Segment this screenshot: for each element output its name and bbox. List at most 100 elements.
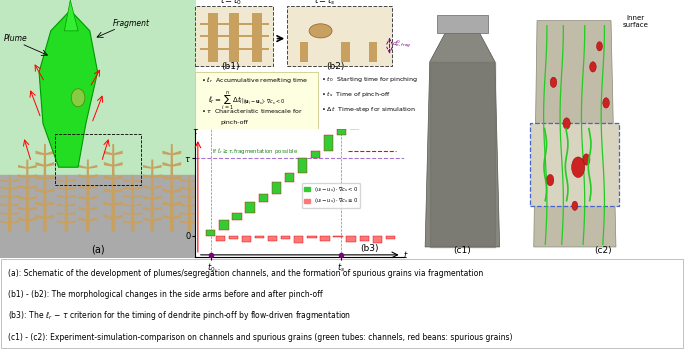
Text: Plume: Plume xyxy=(4,34,27,43)
Text: $\bullet$ $\ell_r$  Accumulative remelting time: $\bullet$ $\ell_r$ Accumulative remeltin… xyxy=(201,75,308,85)
Polygon shape xyxy=(1,195,9,198)
Polygon shape xyxy=(114,162,123,167)
Bar xyxy=(347,236,356,242)
Polygon shape xyxy=(134,179,142,182)
Polygon shape xyxy=(173,201,181,206)
Polygon shape xyxy=(190,195,199,198)
Polygon shape xyxy=(43,144,47,232)
Bar xyxy=(55,134,140,185)
Bar xyxy=(298,159,307,173)
Polygon shape xyxy=(39,10,97,167)
Polygon shape xyxy=(67,195,76,198)
Circle shape xyxy=(603,98,610,108)
Polygon shape xyxy=(188,175,191,232)
Bar xyxy=(216,236,225,240)
Polygon shape xyxy=(134,195,142,198)
Text: $\bullet$ $t_s$  Time of pinch-off: $\bullet$ $t_s$ Time of pinch-off xyxy=(321,90,390,99)
Polygon shape xyxy=(114,150,123,155)
Polygon shape xyxy=(28,196,37,200)
Polygon shape xyxy=(57,220,66,224)
Bar xyxy=(363,120,372,125)
Bar xyxy=(221,48,229,49)
Polygon shape xyxy=(28,165,37,169)
Bar xyxy=(373,236,382,243)
Polygon shape xyxy=(180,203,188,206)
Polygon shape xyxy=(1,179,9,182)
Polygon shape xyxy=(173,162,181,167)
Polygon shape xyxy=(190,187,199,190)
Polygon shape xyxy=(162,188,171,193)
Text: pinch-off: pinch-off xyxy=(221,120,248,125)
Text: $t = t_0$: $t = t_0$ xyxy=(220,0,242,7)
Polygon shape xyxy=(104,175,112,180)
Polygon shape xyxy=(11,220,19,224)
Bar xyxy=(239,35,247,37)
Bar xyxy=(334,236,342,237)
Text: If $\ell_r \geq \tau$,fragmentation possible: If $\ell_r \geq \tau$,fragmentation poss… xyxy=(212,146,299,156)
Text: (c1) - (c2): Experiment-simulation-comparison on channels and spurious grains (g: (c1) - (c2): Experiment-simulation-compa… xyxy=(8,334,512,342)
Polygon shape xyxy=(79,217,87,221)
Polygon shape xyxy=(123,195,132,198)
Polygon shape xyxy=(79,206,87,210)
Polygon shape xyxy=(67,179,76,182)
Text: $\tau$: $\tau$ xyxy=(192,127,199,136)
Polygon shape xyxy=(190,220,199,224)
Bar xyxy=(245,202,255,213)
Polygon shape xyxy=(123,179,132,182)
Circle shape xyxy=(71,89,85,107)
Text: $t = t_s$: $t = t_s$ xyxy=(314,0,336,7)
Bar xyxy=(206,230,216,236)
Polygon shape xyxy=(28,217,37,221)
Bar xyxy=(232,213,242,220)
Polygon shape xyxy=(36,162,44,167)
Polygon shape xyxy=(57,179,66,182)
Polygon shape xyxy=(180,195,188,198)
Legend: $(u_l - u_s) \cdot \nabla c_s < 0$, $(u_l - u_s) \cdot \nabla c_s \geq 0$: $(u_l - u_s) \cdot \nabla c_s < 0$, $(u_… xyxy=(302,183,360,208)
Polygon shape xyxy=(123,212,132,215)
Bar xyxy=(255,236,264,238)
Bar xyxy=(360,236,369,240)
Polygon shape xyxy=(104,188,112,193)
Polygon shape xyxy=(86,160,90,232)
Polygon shape xyxy=(143,174,151,178)
Bar xyxy=(251,13,262,62)
Polygon shape xyxy=(64,175,68,232)
Bar xyxy=(245,48,251,49)
Bar xyxy=(285,173,294,182)
Polygon shape xyxy=(57,187,66,190)
Polygon shape xyxy=(180,220,188,224)
Polygon shape xyxy=(79,185,87,189)
Polygon shape xyxy=(134,203,142,206)
Polygon shape xyxy=(46,215,54,219)
Polygon shape xyxy=(18,165,27,169)
Bar xyxy=(219,35,225,37)
Polygon shape xyxy=(57,212,66,215)
Text: $t$: $t$ xyxy=(403,249,408,260)
Polygon shape xyxy=(18,206,27,210)
Polygon shape xyxy=(153,196,162,200)
Polygon shape xyxy=(36,215,44,219)
Polygon shape xyxy=(173,175,181,180)
Polygon shape xyxy=(89,196,97,200)
Bar xyxy=(201,23,208,25)
Polygon shape xyxy=(162,150,171,155)
Polygon shape xyxy=(67,203,76,206)
Polygon shape xyxy=(180,179,188,182)
Bar xyxy=(219,220,229,230)
Text: $\ell_r = \sum_{i=1}^{n}\Delta t_i\left|_{(\mathbf{u}_l-\mathbf{u}_s)\cdot\nabla: $\ell_r = \sum_{i=1}^{n}\Delta t_i\left|… xyxy=(208,90,285,112)
Polygon shape xyxy=(67,220,76,224)
Text: Inner
surface: Inner surface xyxy=(623,15,649,28)
Polygon shape xyxy=(46,162,54,167)
Bar xyxy=(530,124,619,206)
Polygon shape xyxy=(134,220,142,224)
Polygon shape xyxy=(18,196,27,200)
Polygon shape xyxy=(134,187,142,190)
Text: (a): (a) xyxy=(91,245,104,255)
Text: (b2): (b2) xyxy=(326,62,345,71)
Polygon shape xyxy=(46,175,54,180)
Polygon shape xyxy=(180,187,188,190)
Circle shape xyxy=(597,42,603,51)
Polygon shape xyxy=(170,144,174,232)
Text: (b1) - (b2): The morphological changes in the side arms before and after pinch-o: (b1) - (b2): The morphological changes i… xyxy=(8,290,323,299)
Text: (c2): (c2) xyxy=(594,246,612,255)
